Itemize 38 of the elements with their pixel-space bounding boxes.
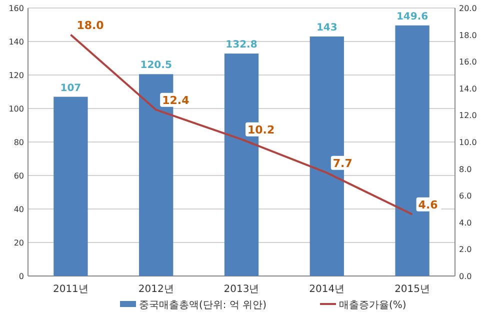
data-label: 132.8 — [226, 40, 258, 51]
x-tick-label: 2014년 — [309, 284, 345, 295]
y2-tick-label: 14.0 — [459, 84, 477, 94]
y-tick-label: 140 — [8, 38, 24, 46]
y-tick-label: 40 — [14, 205, 24, 214]
data-label: 107 — [60, 82, 82, 94]
y2-tick-label: 0.0 — [459, 272, 472, 281]
data-label: 149.6 — [396, 11, 428, 22]
data-label: 18.0 — [76, 18, 104, 32]
y2-tick-label: 2.0 — [459, 245, 472, 254]
data-label: 120.5 — [140, 60, 172, 72]
data-label: 12.4 — [162, 94, 190, 107]
legend-label: 중국매출총액(단위: 억 위안) — [139, 300, 267, 311]
y-tick-label: 20 — [14, 238, 24, 248]
y2-tick-label: 20.0 — [459, 4, 477, 13]
y-tick-label: 80 — [14, 138, 24, 147]
data-label: 10.2 — [248, 123, 275, 136]
x-tick-label: 2011년 — [52, 284, 88, 295]
y2-tick-label: 8.0 — [459, 164, 472, 174]
bar — [54, 96, 88, 276]
y-tick-label: 100 — [8, 104, 24, 114]
y2-tick-label: 6.0 — [459, 192, 472, 201]
data-label: 7.7 — [332, 156, 352, 170]
data-label: 4.6 — [418, 198, 438, 212]
x-tick-label: 2015년 — [394, 284, 430, 295]
y-tick-label: 60 — [14, 172, 24, 180]
y-tick-label: 0 — [18, 272, 24, 281]
y-tick-label: 120 — [8, 71, 24, 80]
y2-tick-label: 4.0 — [459, 218, 472, 228]
y2-tick-label: 10.0 — [459, 138, 477, 147]
legend-label: 매출증가율(%) — [339, 300, 406, 311]
y2-tick-label: 12.0 — [459, 111, 477, 120]
y2-tick-label: 16.0 — [459, 58, 477, 67]
y2-tick-label: 18.0 — [459, 30, 477, 40]
data-label: 143 — [316, 22, 338, 34]
x-tick-label: 2012년 — [138, 284, 174, 295]
x-tick-label: 2013년 — [224, 284, 260, 295]
y-tick-label: 160 — [8, 4, 24, 13]
